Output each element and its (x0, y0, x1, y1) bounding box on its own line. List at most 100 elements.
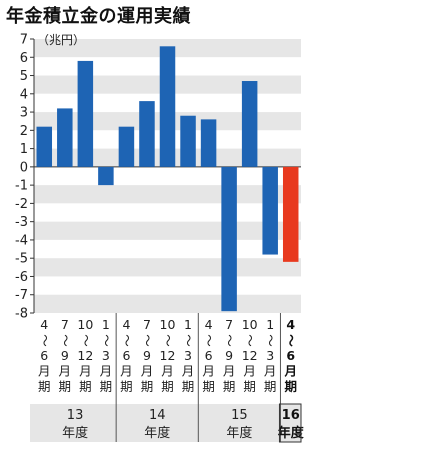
fiscal-year-unit: 年度 (62, 425, 88, 441)
category-label: 4 (122, 317, 130, 332)
category-label: 9 (61, 348, 69, 363)
category-label: 月 (202, 364, 215, 379)
category-label: 期 (79, 379, 92, 394)
category-label: 月 (100, 364, 113, 379)
category-label: 月 (264, 364, 277, 379)
category-label: 4 (286, 317, 295, 332)
category-label: 〜 (99, 334, 114, 347)
band (34, 294, 301, 313)
band (34, 203, 301, 222)
fiscal-year-number: 14 (149, 408, 166, 423)
category-label: 12 (77, 348, 93, 363)
category-label: 期 (264, 379, 277, 394)
bar (200, 119, 217, 167)
band (34, 258, 301, 277)
category-label: 月 (120, 364, 133, 379)
category-label: 〜 (140, 334, 155, 347)
category-label: 月 (38, 364, 51, 379)
fiscal-year-number: 15 (231, 408, 248, 423)
category-label: 〜 (37, 334, 52, 347)
category-label: 月 (182, 364, 195, 379)
category-label: 6 (205, 348, 213, 363)
band (34, 185, 301, 204)
y-tick-label: 6 (20, 51, 28, 66)
category-label: 4 (205, 317, 213, 332)
band (34, 166, 301, 186)
category-label: 期 (243, 379, 256, 394)
y-tick-label: 1 (20, 142, 28, 157)
bars (36, 46, 299, 312)
bar (282, 166, 299, 262)
category-label: 月 (161, 364, 174, 379)
category-label: 月 (223, 364, 236, 379)
category-label: 〜 (263, 334, 278, 347)
category-label: 6 (40, 348, 48, 363)
category-label: 1 (266, 317, 274, 332)
y-tick-label: 2 (20, 124, 28, 139)
fiscal-year-unit: 年度 (226, 425, 252, 441)
fiscal-year-labels: 1 3 年度 14 年度 15 年度 16 年度 (30, 313, 305, 443)
y-tick-label: -5 (15, 252, 28, 267)
category-label: 期 (223, 379, 236, 394)
fiscal-year-unit: 年度 (144, 425, 170, 441)
category-label: 12 (242, 348, 258, 363)
category-label: 〜 (284, 334, 299, 347)
y-axis: 7 6 5 4 3 2 1 0 -1 -2 -3 -4 -5 -6 -7 -8 （兆円） (15, 33, 85, 322)
highlight-year-box (278, 403, 302, 443)
category-label: 〜 (161, 334, 176, 347)
y-tick-label: -4 (15, 233, 28, 248)
y-tick-label: 0 (20, 160, 28, 175)
category-label: 7 (143, 317, 151, 332)
band (34, 239, 301, 259)
category-label: 10 (77, 317, 93, 332)
y-tick-label: 3 (20, 106, 28, 121)
y-tick-label: -6 (15, 270, 28, 285)
bar (159, 46, 176, 167)
category-label: 月 (59, 364, 72, 379)
y-tick-label: -8 (15, 307, 28, 322)
category-label: 6 (122, 348, 130, 363)
category-label: 7 (225, 317, 233, 332)
bar (139, 101, 155, 167)
category-label: 月 (79, 364, 92, 379)
category-label: 期 (59, 379, 72, 394)
category-label: 期 (120, 379, 133, 394)
category-label: 月 (283, 364, 297, 379)
category-label: 期 (100, 379, 113, 394)
category-label: 7 (61, 317, 69, 332)
category-label: 〜 (181, 334, 196, 347)
bar (180, 115, 196, 167)
y-tick-label: 4 (20, 87, 28, 102)
fiscal-year-unit: 年度 (278, 425, 305, 441)
category-label: 期 (182, 379, 195, 394)
bar (262, 166, 278, 255)
category-label: 3 (102, 348, 110, 363)
y-tick-label: 7 (20, 33, 28, 48)
category-label: 期 (284, 379, 297, 394)
bar (118, 126, 135, 167)
category-label: 期 (202, 379, 215, 394)
bar (36, 126, 53, 167)
fiscal-year-number: 16 (282, 408, 300, 423)
category-label: 6 (286, 348, 295, 363)
category-label: 10 (160, 317, 176, 332)
y-axis-unit-label: （兆円） (37, 33, 85, 47)
y-tick-label: 5 (20, 69, 28, 84)
category-label: 月 (141, 364, 154, 379)
category-label: 4 (40, 317, 48, 332)
category-label: 期 (141, 379, 154, 394)
y-tick-label: -2 (15, 197, 28, 212)
band (34, 276, 301, 295)
y-tick-label: -1 (15, 179, 28, 194)
category-label: 10 (242, 317, 258, 332)
category-label: 〜 (222, 334, 237, 347)
band (34, 221, 301, 240)
category-label: 月 (243, 364, 256, 379)
bar (57, 108, 73, 167)
category-label: 9 (225, 348, 233, 363)
category-label: 3 (184, 348, 192, 363)
bar (98, 166, 114, 186)
y-tick-label: -3 (15, 215, 28, 230)
fiscal-year-band (30, 404, 301, 442)
